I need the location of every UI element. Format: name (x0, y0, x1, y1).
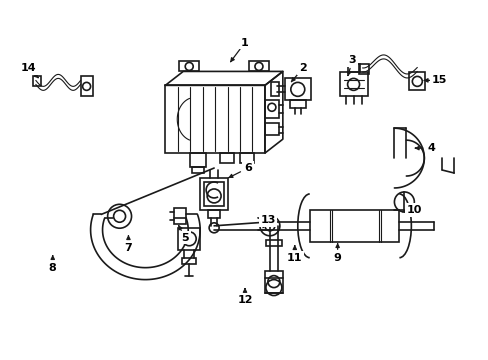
Bar (165, 85, 264, 153)
Text: 1: 1 (241, 37, 248, 48)
Bar (240, 153, 253, 163)
Text: 8: 8 (49, 263, 57, 273)
Text: 10: 10 (406, 205, 421, 215)
Bar (192, 167, 203, 173)
Text: 14: 14 (21, 63, 37, 73)
Bar (248, 62, 268, 71)
Bar (33, 76, 41, 86)
Bar (289, 100, 305, 108)
Bar (339, 72, 367, 96)
Text: 2: 2 (298, 63, 306, 73)
Bar (358, 64, 368, 74)
Bar (265, 240, 281, 246)
Bar (179, 62, 199, 71)
Bar (285, 78, 310, 100)
Bar (200, 178, 227, 210)
Bar (208, 210, 220, 218)
Text: 5: 5 (181, 233, 189, 243)
Text: 4: 4 (427, 143, 434, 153)
Text: 11: 11 (286, 253, 302, 263)
Text: 9: 9 (333, 253, 341, 263)
Bar (178, 228, 200, 250)
Text: 12: 12 (237, 294, 252, 305)
Text: 6: 6 (244, 163, 251, 173)
Bar (203, 182, 224, 206)
Text: 13: 13 (260, 215, 275, 225)
Bar (264, 100, 278, 118)
Text: 7: 7 (124, 243, 132, 253)
Bar (81, 76, 92, 96)
Text: 3: 3 (348, 55, 356, 66)
Bar (408, 72, 425, 90)
Bar (190, 153, 206, 167)
Bar (270, 82, 278, 96)
Bar (347, 64, 359, 72)
Bar (264, 271, 282, 293)
Bar (220, 153, 234, 163)
Text: 15: 15 (431, 75, 446, 85)
Bar (173, 208, 185, 224)
Bar (309, 210, 399, 242)
Bar (264, 123, 278, 135)
Bar (182, 258, 196, 264)
